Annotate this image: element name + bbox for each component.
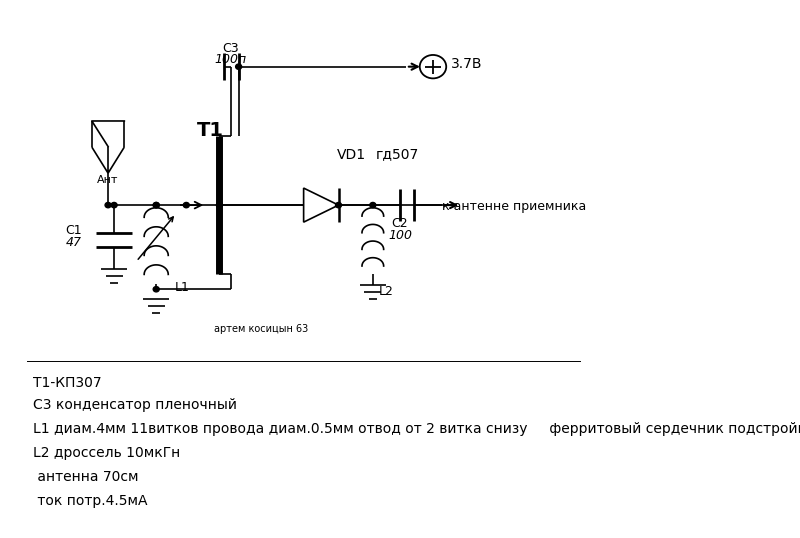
Text: L2: L2 xyxy=(379,285,394,298)
Text: C3: C3 xyxy=(222,41,238,54)
Text: Ант: Ант xyxy=(98,174,118,185)
Text: 47: 47 xyxy=(66,236,82,250)
Text: L1: L1 xyxy=(174,281,189,294)
Circle shape xyxy=(154,287,159,292)
Text: к антенне приемника: к антенне приемника xyxy=(442,200,586,213)
Circle shape xyxy=(154,202,159,208)
Text: Т1: Т1 xyxy=(197,121,224,140)
Text: 100: 100 xyxy=(388,230,412,243)
Text: артем косицын 63: артем косицын 63 xyxy=(214,324,309,334)
Text: L2 дроссель 10мкГн: L2 дроссель 10мкГн xyxy=(33,445,180,459)
Text: C1: C1 xyxy=(66,224,82,237)
Text: L1 диам.4мм 11витков провода диам.0.5мм отвод от 2 витка снизу     ферритовый се: L1 диам.4мм 11витков провода диам.0.5мм … xyxy=(33,422,800,436)
Text: 100п: 100п xyxy=(214,53,246,66)
Circle shape xyxy=(370,202,376,208)
Circle shape xyxy=(183,202,190,208)
Circle shape xyxy=(236,64,242,69)
Circle shape xyxy=(154,202,159,208)
Text: Т1-КП307: Т1-КП307 xyxy=(33,377,102,391)
Circle shape xyxy=(105,202,111,208)
Circle shape xyxy=(111,202,117,208)
Text: гд507: гд507 xyxy=(376,147,419,161)
Circle shape xyxy=(216,202,222,208)
Text: антенна 70см: антенна 70см xyxy=(33,470,138,484)
Text: VD1: VD1 xyxy=(337,147,366,161)
Circle shape xyxy=(335,202,342,208)
Text: 3.7В: 3.7В xyxy=(451,57,482,71)
Text: С3 конденсатор пленочный: С3 конденсатор пленочный xyxy=(33,398,237,412)
Text: C2: C2 xyxy=(391,217,408,230)
Text: ток потр.4.5мА: ток потр.4.5мА xyxy=(33,493,147,508)
